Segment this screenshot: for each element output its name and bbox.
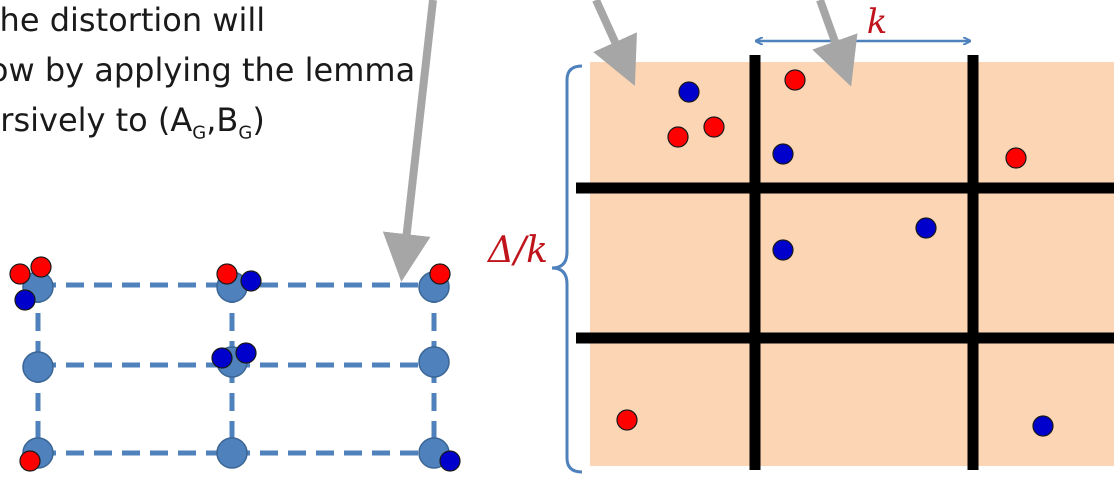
blue-point xyxy=(439,450,461,472)
blue-point xyxy=(772,143,794,165)
quadtree-nodes xyxy=(22,271,450,469)
grid-points xyxy=(616,69,1054,437)
blue-point xyxy=(14,289,36,311)
cell-size-label: k xyxy=(867,2,888,42)
red-point xyxy=(1005,147,1027,169)
red-point xyxy=(784,69,806,91)
caption-line-1: The distortion will xyxy=(0,1,266,39)
red-point xyxy=(9,263,31,285)
gray-arrow-3 xyxy=(382,0,437,282)
gray-arrow-1 xyxy=(592,0,637,86)
grid-background xyxy=(590,62,1114,466)
red-point xyxy=(616,409,638,431)
gray-arrows xyxy=(382,0,858,282)
grid-lines xyxy=(576,55,1114,470)
blue-point xyxy=(915,217,937,239)
caption-line-2: low by applying the lemma xyxy=(0,51,416,89)
node xyxy=(216,437,248,469)
node xyxy=(418,346,450,378)
gray-arrow-2 xyxy=(812,0,858,87)
red-point xyxy=(19,450,41,472)
red-point xyxy=(703,116,725,138)
blue-point xyxy=(211,347,233,369)
blue-point xyxy=(1032,415,1054,437)
blue-point xyxy=(678,81,700,103)
caption-line-3: ursively to (AG,BG) xyxy=(0,101,265,144)
blue-point xyxy=(772,239,794,261)
side-length-label: Δ/k xyxy=(486,230,548,271)
red-point xyxy=(429,263,451,285)
blue-point xyxy=(235,342,257,364)
node xyxy=(22,351,54,383)
red-point xyxy=(216,263,238,285)
red-point xyxy=(667,126,689,148)
red-point xyxy=(30,256,52,278)
blue-point xyxy=(240,270,262,292)
side-length-brace xyxy=(551,64,583,474)
node-points xyxy=(9,256,461,472)
